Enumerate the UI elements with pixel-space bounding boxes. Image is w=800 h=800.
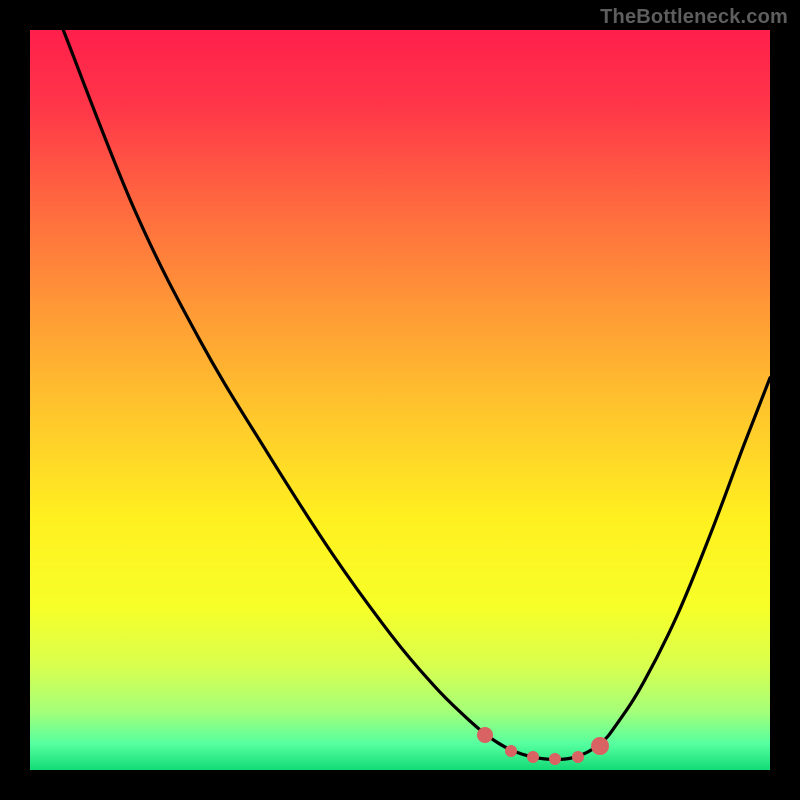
curve-marker	[572, 751, 584, 763]
bottleneck-curve	[30, 30, 770, 770]
curve-marker	[477, 727, 493, 743]
watermark-text: TheBottleneck.com	[600, 6, 788, 29]
curve-marker	[591, 737, 609, 755]
curve-marker	[527, 751, 539, 763]
curve-marker	[549, 753, 561, 765]
plot-frame	[30, 30, 770, 770]
curve-marker	[505, 745, 517, 757]
